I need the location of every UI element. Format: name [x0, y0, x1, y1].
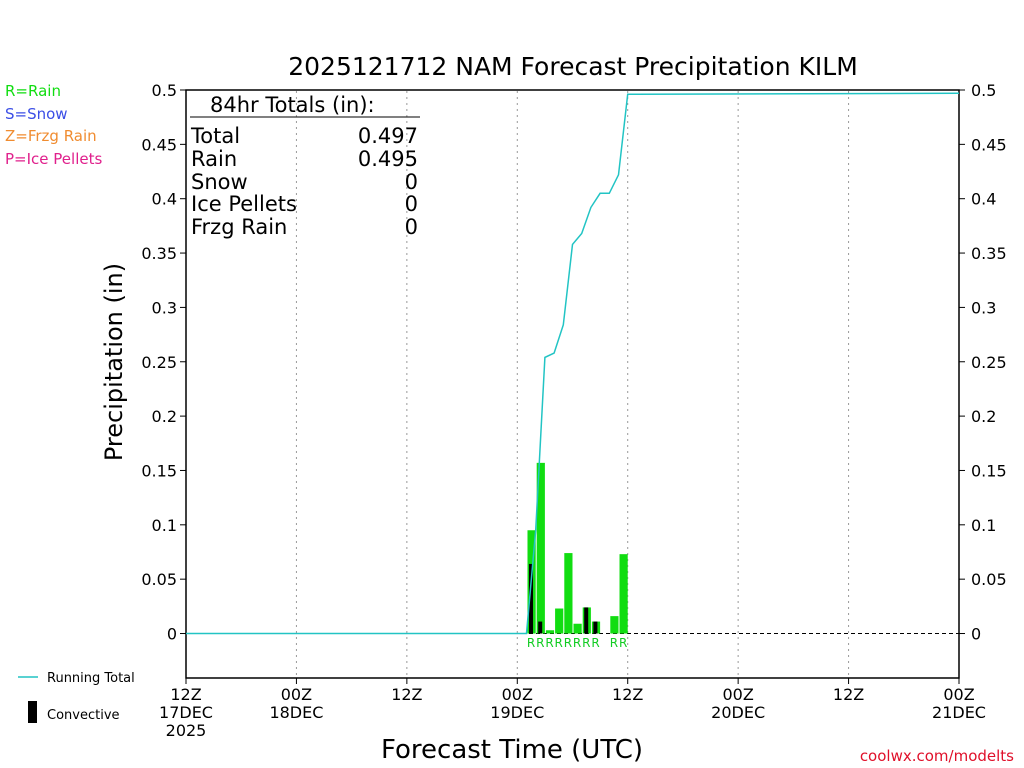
ptype-label: R [591, 636, 599, 650]
y-tick-label-left: 0.05 [141, 570, 177, 589]
y-tick-label-left: 0.3 [152, 298, 177, 317]
convective-swatch [28, 701, 37, 723]
x-tick-label: 19DEC [490, 703, 544, 722]
chart-title: 2025121712 NAM Forecast Precipitation KI… [288, 52, 858, 81]
totals-frzg-rain-value: 0 [405, 215, 418, 239]
totals-total-value: 0.497 [358, 124, 418, 148]
grid-lines [295, 91, 850, 677]
x-tick-label: 21DEC [932, 703, 986, 722]
ptype-label: R [545, 636, 553, 650]
totals-header: 84hr Totals (in): [210, 93, 375, 117]
legend-snow: S=Snow [5, 105, 68, 123]
y-tick-label-left: 0.1 [152, 516, 177, 535]
plot-frame [185, 89, 960, 679]
totals-snow-value: 0 [405, 170, 418, 194]
x-axis-label: Forecast Time (UTC) [381, 735, 643, 765]
x-tick-label: 00Z [281, 685, 312, 704]
y-tick-label-left: 0.25 [141, 353, 177, 372]
convective-bar [538, 621, 543, 634]
y-tick-label-left: 0.2 [152, 407, 177, 426]
convective-legend-label: Convective [47, 708, 120, 723]
x-tick-label: 18DEC [269, 703, 323, 722]
legend-freezing-rain: Z=Frzg Rain [5, 127, 97, 145]
totals-total-label: Total [190, 124, 240, 148]
y-tick-label-left: 0.15 [141, 461, 177, 480]
y-tick-label-right: 0 [971, 625, 981, 644]
convective-bar [528, 563, 533, 634]
y-tick-label-right: 0.25 [971, 353, 1007, 372]
rain-bar [573, 623, 582, 634]
ptype-legend: R=Rain S=Snow Z=Frzg Rain P=Ice Pellets [5, 82, 102, 168]
convective-bars [528, 563, 598, 634]
rain-bar [555, 608, 564, 634]
y-tick-label-right: 0.45 [971, 135, 1007, 154]
x-tick-label: 12Z [833, 685, 864, 704]
x-tick-label: 12Z [170, 685, 201, 704]
totals-rain-value: 0.495 [358, 147, 418, 171]
ptype-label: R [619, 636, 627, 650]
y-tick-label-right: 0.3 [971, 298, 996, 317]
totals-snow-label: Snow [191, 170, 248, 194]
x-tick-label: 12Z [391, 685, 422, 704]
ptype-label: R [564, 636, 572, 650]
x-tick-label: 00Z [943, 685, 974, 704]
y-tick-label-left: 0.45 [141, 135, 177, 154]
y-axis-ticks: 0 00.05 0.050.1 0.10.15 0.150.2 0.20.25 0.250.… [141, 81, 1006, 644]
rain-bar [619, 554, 628, 634]
x-tick-label: 00Z [722, 685, 753, 704]
running-total-legend-label: Running Total [47, 671, 135, 686]
totals-frzg-rain-label: Frzg Rain [191, 215, 287, 239]
rain-bar [545, 630, 555, 634]
ptype-label: R [527, 636, 535, 650]
running-total-line [186, 92, 960, 635]
legend-rain: R=Rain [5, 82, 61, 100]
x-tick-label: 00Z [502, 685, 533, 704]
rain-bar [536, 462, 545, 634]
ptype-label: R [536, 636, 544, 650]
totals-ice-pellets-value: 0 [405, 192, 418, 216]
legend-ice-pellets: P=Ice Pellets [5, 150, 102, 168]
y-tick-label-right: 0.15 [971, 461, 1007, 480]
rain-bar [610, 616, 619, 634]
y-tick-label-right: 0.2 [971, 407, 996, 426]
ptype-label: R [582, 636, 590, 650]
y-tick-label-left: 0.5 [152, 81, 177, 100]
y-tick-label-left: 0.35 [141, 244, 177, 263]
x-tick-label: 2025 [166, 721, 207, 740]
convective-bar [593, 621, 598, 634]
y-tick-label-right: 0.5 [971, 81, 996, 100]
y-tick-label-right: 0.1 [971, 516, 996, 535]
totals-ice-pellets-label: Ice Pellets [191, 192, 297, 216]
credit-text: coolwx.com/modelts [860, 747, 1014, 765]
convective-bar [584, 607, 589, 634]
y-axis-label: Precipitation (in) [100, 263, 128, 461]
rain-bars [527, 462, 628, 634]
y-tick-label-right: 0.4 [971, 190, 996, 209]
y-tick-label-right: 0.35 [971, 244, 1007, 263]
bottom-legend: Running Total Convective [18, 671, 135, 723]
y-tick-label-left: 0 [167, 625, 177, 644]
rain-bar [564, 553, 573, 634]
ptype-label: R [610, 636, 618, 650]
totals-box: 84hr Totals (in): Total 0.497 Rain 0.495… [190, 93, 420, 239]
ptype-label: R [555, 636, 563, 650]
x-tick-label: 20DEC [711, 703, 765, 722]
x-tick-label: 12Z [612, 685, 643, 704]
y-tick-label-right: 0.05 [971, 570, 1007, 589]
totals-rain-label: Rain [191, 147, 237, 171]
y-tick-label-left: 0.4 [152, 190, 177, 209]
x-tick-label: 17DEC [159, 703, 213, 722]
ptype-label: R [573, 636, 581, 650]
